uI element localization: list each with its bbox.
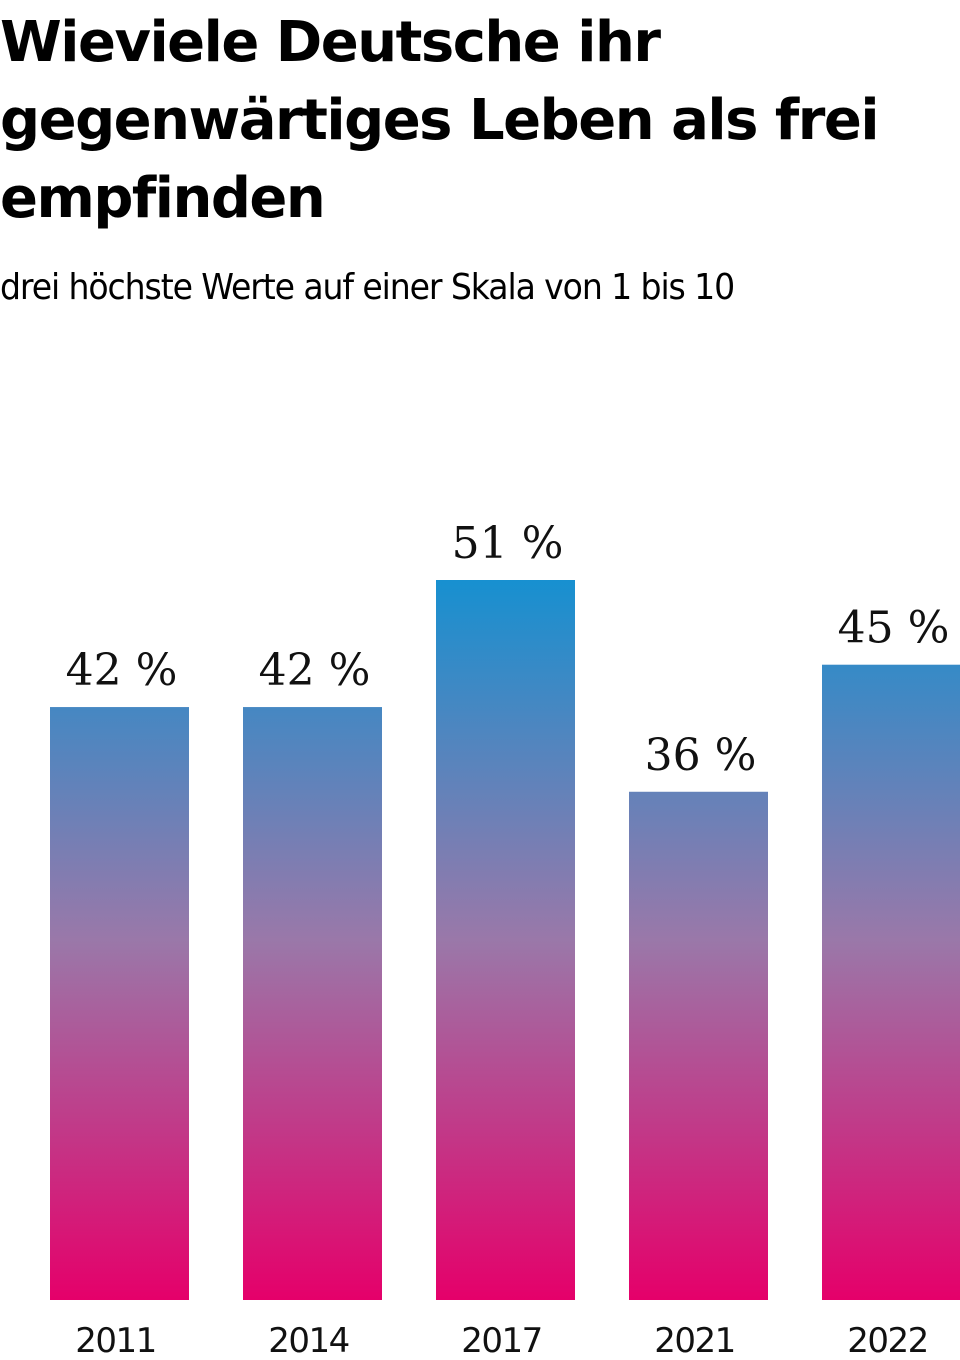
bar-2017 <box>436 580 575 1300</box>
x-tick-label-2011: 2011 <box>75 1321 156 1360</box>
category-labels-group: 2011 2014 2017 2021 2022 <box>75 1321 929 1360</box>
value-label-2017: 51 % <box>452 518 564 569</box>
chart-title: Wieviele Deutsche ihr gegenwärtiges Lebe… <box>0 10 880 231</box>
x-tick-label-2017: 2017 <box>461 1321 542 1360</box>
x-tick-label-2014: 2014 <box>268 1321 349 1360</box>
chart-subtitle: drei höchste Werte auf einer Skala von 1… <box>0 267 735 308</box>
bar-2022 <box>822 664 960 1300</box>
value-label-2021: 36 % <box>645 730 757 781</box>
x-tick-label-2021: 2021 <box>654 1321 735 1360</box>
value-label-2011: 42 % <box>66 645 178 696</box>
bar-2014 <box>243 707 382 1300</box>
bars-group <box>50 580 960 1300</box>
x-tick-label-2022: 2022 <box>847 1321 928 1360</box>
value-label-2014: 42 % <box>259 645 371 696</box>
value-label-2022: 45 % <box>838 603 950 654</box>
bar-2011 <box>50 707 189 1300</box>
value-labels-group: 42 % 42 % 51 % 36 % 45 % <box>66 518 950 781</box>
bar-2021 <box>629 791 768 1300</box>
